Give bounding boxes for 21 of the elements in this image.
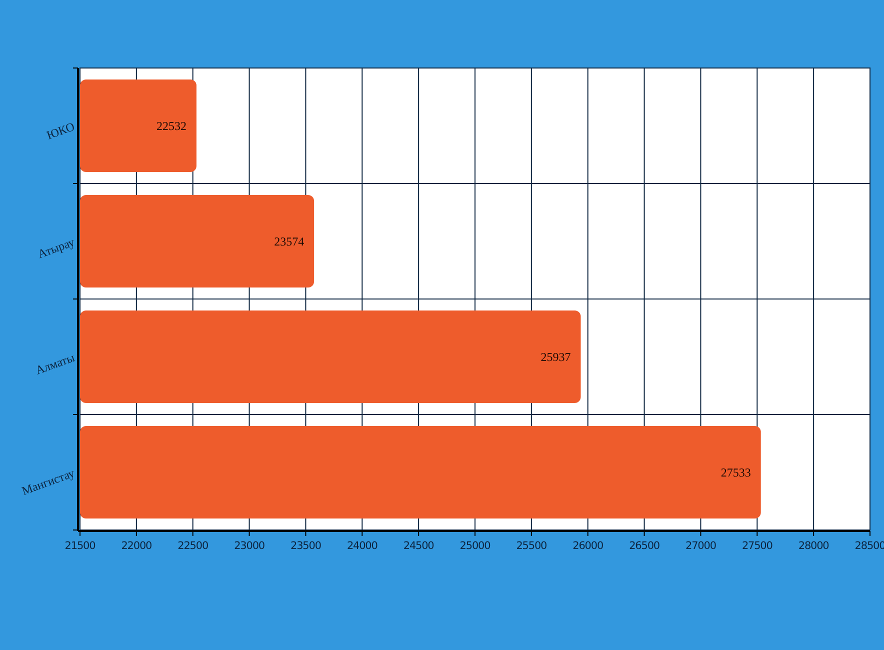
data-label: 27533 bbox=[720, 465, 751, 480]
data-label: 23574 bbox=[274, 234, 304, 248]
data-label: 22532 bbox=[156, 118, 186, 133]
x-tick-label: 27000 bbox=[686, 540, 716, 552]
x-tick-label: 27500 bbox=[742, 540, 772, 552]
y-tick-label: ЮКО bbox=[44, 119, 77, 142]
x-tick-label: 23500 bbox=[290, 540, 321, 552]
y-tick-label: Алматы bbox=[34, 350, 76, 378]
x-tick-label: 21500 bbox=[64, 540, 96, 552]
data-label: 25937 bbox=[540, 350, 571, 364]
x-tick-label: 25500 bbox=[516, 540, 547, 552]
x-tick-label: 26500 bbox=[629, 540, 660, 552]
x-tick-label: 22000 bbox=[121, 540, 152, 552]
x-tick-label: 24000 bbox=[346, 540, 378, 552]
x-tick-label: 24500 bbox=[403, 540, 434, 552]
x-tick-label: 26000 bbox=[572, 540, 604, 552]
x-tick-label: 28000 bbox=[798, 540, 829, 552]
x-tick-label: 25000 bbox=[460, 540, 490, 552]
x-tick-label: 22500 bbox=[178, 540, 208, 552]
y-tick-label: Атырау bbox=[36, 234, 76, 262]
x-tick-label: 23000 bbox=[234, 540, 264, 552]
